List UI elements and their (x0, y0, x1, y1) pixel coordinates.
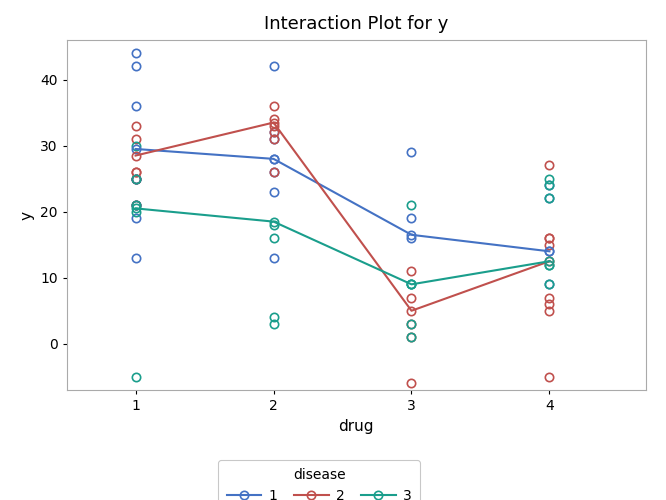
Title: Interaction Plot for y: Interaction Plot for y (264, 15, 448, 33)
Y-axis label: y: y (19, 210, 35, 220)
X-axis label: drug: drug (338, 418, 374, 434)
Legend: 1, 2, 3: 1, 2, 3 (218, 460, 420, 500)
